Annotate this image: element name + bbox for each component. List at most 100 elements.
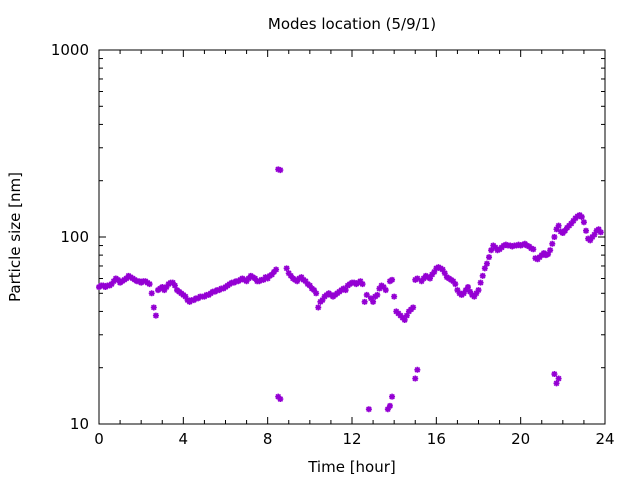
point-marker [580, 219, 587, 226]
x-tick-label: 0 [94, 430, 104, 448]
data-point [502, 241, 509, 248]
data-point [555, 375, 562, 382]
data-point [515, 241, 522, 248]
point-marker [509, 243, 516, 250]
data-point [523, 242, 530, 249]
data-point [163, 284, 170, 291]
data-point [439, 266, 446, 273]
point-marker [386, 402, 393, 409]
data-point [243, 278, 250, 285]
point-marker [152, 312, 159, 319]
point-marker [357, 278, 364, 285]
point-marker [361, 298, 368, 305]
point-marker [591, 231, 598, 238]
data-point [264, 275, 271, 282]
point-marker [547, 247, 554, 254]
data-point [500, 242, 507, 249]
data-point [517, 242, 524, 249]
x-tick-label: 8 [263, 430, 273, 448]
data-point [270, 268, 277, 275]
axis-ticks: 0 4 8 12 16 20 24 10 100 1000 [51, 41, 615, 448]
data-point [441, 270, 448, 277]
data-point [513, 242, 520, 249]
point-marker [488, 247, 495, 254]
data-point [414, 275, 421, 282]
data-point [530, 246, 537, 253]
point-marker [169, 279, 176, 286]
point-marker [519, 241, 526, 248]
point-marker [264, 275, 271, 282]
data-point [391, 293, 398, 300]
point-marker [420, 275, 427, 282]
data-point [519, 241, 526, 248]
chart-title: Modes location (5/9/1) [268, 15, 436, 33]
point-marker [182, 293, 189, 300]
data-point [568, 220, 575, 227]
point-marker [287, 272, 294, 279]
data-point [306, 282, 313, 289]
x-tick-label: 24 [595, 430, 614, 448]
data-point [412, 375, 419, 382]
data-point [182, 293, 189, 300]
x-tick-label: 4 [179, 430, 189, 448]
point-marker [473, 290, 480, 297]
point-marker [530, 246, 537, 253]
point-marker [268, 271, 275, 278]
point-marker [110, 278, 117, 285]
data-point [555, 222, 562, 229]
point-marker [507, 242, 514, 249]
point-marker [429, 271, 436, 278]
point-marker [161, 287, 168, 294]
data-point [245, 275, 252, 282]
data-point [460, 290, 467, 297]
x-tick-label: 20 [511, 430, 530, 448]
data-point [152, 312, 159, 319]
data-point [580, 219, 587, 226]
point-marker [570, 217, 577, 224]
point-marker [528, 245, 535, 252]
data-point [591, 231, 598, 238]
point-marker [283, 265, 290, 272]
point-marker [595, 226, 602, 233]
data-point [583, 227, 590, 234]
data-point [595, 226, 602, 233]
data-point [507, 242, 514, 249]
point-marker [389, 393, 396, 400]
point-marker [427, 275, 434, 282]
point-marker [597, 229, 604, 236]
point-marker [298, 274, 305, 281]
data-point [486, 254, 493, 261]
point-marker [551, 371, 558, 378]
data-point [429, 271, 436, 278]
data-point [452, 281, 459, 288]
data-point [363, 291, 370, 298]
data-point [410, 304, 417, 311]
point-marker [306, 282, 313, 289]
data-point [479, 272, 486, 279]
data-point [492, 244, 499, 251]
data-point [494, 247, 501, 254]
point-marker [464, 284, 471, 291]
point-marker [159, 284, 166, 291]
data-point [528, 245, 535, 252]
point-marker [363, 291, 370, 298]
point-marker [359, 281, 366, 288]
data-point [382, 287, 389, 294]
point-marker [578, 213, 585, 220]
data-point [547, 247, 554, 254]
data-point [123, 275, 130, 282]
data-point [418, 278, 425, 285]
point-marker [494, 247, 501, 254]
data-point [311, 287, 318, 294]
point-marker [477, 279, 484, 286]
point-marker [452, 281, 459, 288]
data-point [450, 278, 457, 285]
point-marker [294, 278, 301, 285]
point-marker [319, 297, 326, 304]
y-tick-label: 1000 [51, 41, 89, 59]
point-marker [479, 272, 486, 279]
data-point [553, 380, 560, 387]
data-point [252, 275, 259, 282]
point-marker [589, 234, 596, 240]
point-marker [163, 284, 170, 291]
